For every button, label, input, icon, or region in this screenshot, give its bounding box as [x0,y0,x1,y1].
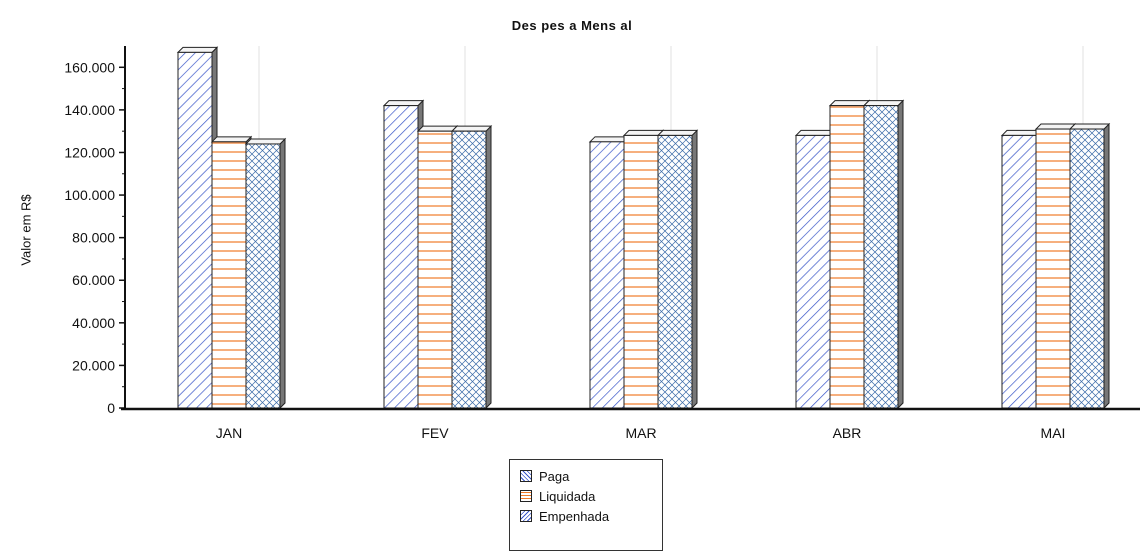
legend-swatch-liquidada [520,490,532,502]
bar-empenhada-mar [657,134,693,409]
x-tick-label: JAN [216,425,242,441]
bar-empenhada-fev [451,130,487,409]
bar-top-liquidada-fev [416,125,459,132]
legend-label-paga: Paga [539,468,570,484]
legend-label-empenhada: Empenhada [539,508,610,524]
x-tick-label: ABR [833,425,862,441]
bar-paga-mar [589,141,625,409]
legend-item-empenhada: Empenhada [520,506,662,526]
legend-item-liquidada: Liquidada [520,486,662,506]
bar-side-empenhada-mar [691,129,698,410]
chart-title: Des pes a Mens al [511,18,633,33]
bar-top-paga-fev [382,100,425,107]
bar-paga-jan [177,51,213,409]
bar-paga-fev [383,105,419,409]
bar-top-liquidada-abr [828,100,871,107]
legend-swatch-empenhada [520,510,532,522]
bar-top-paga-abr [794,129,837,136]
bar-top-liquidada-jan [210,136,253,143]
bar-empenhada-abr [863,105,899,409]
bar-top-liquidada-mar [622,129,665,136]
bar-side-empenhada-abr [897,99,904,410]
bar-top-liquidada-mai [1034,123,1077,130]
y-tick-label: 140.000 [64,102,115,118]
legend-item-paga: Paga [520,466,662,486]
y-tick-label: 60.000 [72,272,115,288]
bar-top-paga-jan [176,46,219,53]
y-tick-label: 0 [107,400,115,416]
legend-swatch-paga [520,470,532,482]
bar-empenhada-mai [1069,128,1105,409]
x-tick-label: MAR [625,425,656,441]
y-tick-label: 160.000 [64,59,115,75]
bar-top-empenhada-abr [862,100,905,107]
y-tick-label: 40.000 [72,315,115,331]
bar-top-paga-mar [588,136,631,143]
bar-side-empenhada-jan [279,137,286,410]
legend-label-liquidada: Liquidada [539,488,596,504]
x-tick-label: FEV [421,425,449,441]
bar-top-empenhada-fev [450,125,493,132]
bar-top-empenhada-mai [1068,123,1111,130]
bar-liquidada-abr [829,105,865,409]
bar-top-paga-mai [1000,129,1043,136]
bar-liquidada-mai [1035,128,1071,409]
chart-legend: Paga Liquidada Empenhada [509,459,663,551]
y-tick-label: 80.000 [72,230,115,246]
x-tick-label: MAI [1041,425,1066,441]
bar-liquidada-jan [211,141,247,409]
bar-top-empenhada-jan [244,138,287,145]
bar-side-empenhada-mai [1103,122,1110,410]
y-tick-label: 120.000 [64,144,115,160]
bar-paga-mai [1001,134,1037,409]
bar-liquidada-mar [623,134,659,409]
bar-empenhada-jan [245,143,281,409]
bar-paga-abr [795,134,831,409]
bar-liquidada-fev [417,130,453,409]
bar-side-empenhada-fev [485,124,492,410]
y-tick-label: 100.000 [64,187,115,203]
y-tick-label: 20.000 [72,357,115,373]
bar-top-empenhada-mar [656,129,699,136]
